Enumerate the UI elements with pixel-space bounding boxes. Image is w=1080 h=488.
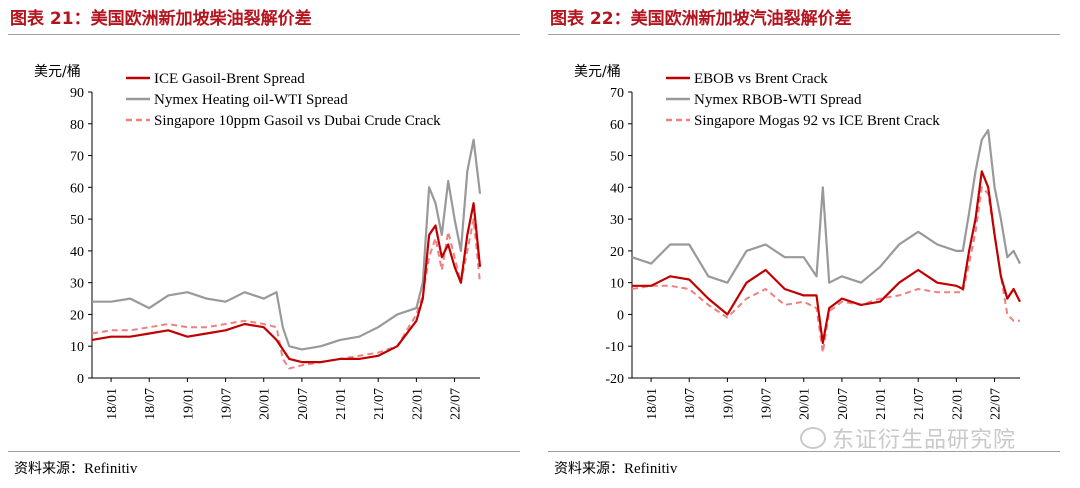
y-tick-label: -10 xyxy=(605,340,624,355)
x-tick-label: 19/01 xyxy=(721,388,736,420)
diesel-crack-chart: 0 10 20 30 40 50 60 70 80 90 美元/桶 18/01 18/07 19/01 19… xyxy=(34,64,482,420)
series-line-1 xyxy=(92,138,482,351)
y-tick-label: 90 xyxy=(70,86,84,101)
y-tick-label: 60 xyxy=(610,118,624,133)
source-value: Refinitiv xyxy=(624,461,678,477)
x-tick-label: 22/01 xyxy=(410,388,425,420)
x-tick-label: 20/01 xyxy=(258,388,273,420)
legend-label: Singapore Mogas 92 vs ICE Brent Crack xyxy=(694,113,940,129)
legend-label: Singapore 10ppm Gasoil vs Dubai Crude Cr… xyxy=(154,113,441,129)
chart-panel-diesel: 图表 21：美国欧洲新加坡柴油裂解价差 0 10 20 30 40 50 60 70 80 90 美… xyxy=(8,9,520,478)
chart-title: 图表 21：美国欧洲新加坡柴油裂解价差 xyxy=(10,9,312,29)
y-tick-label: 70 xyxy=(70,150,84,165)
title-rule xyxy=(548,34,1060,35)
chart-panel-gasoline: 图表 22：美国欧洲新加坡汽油裂解价差 -20 -10 0 10 20 30 40 50 60 7… xyxy=(540,0,1080,488)
x-tick-label: 19/07 xyxy=(760,388,775,420)
x-tick-label: 18/01 xyxy=(105,388,120,420)
x-tick-label: 21/01 xyxy=(874,388,889,420)
source-label: 资料来源： xyxy=(14,461,84,477)
series-line-2 xyxy=(91,218,481,370)
x-tick-label: 18/01 xyxy=(645,388,660,420)
watermark: 东证衍生品研究院 xyxy=(800,422,1016,454)
y-tick-label: 20 xyxy=(610,245,624,260)
y-tick-label: 70 xyxy=(610,86,624,101)
legend-label: EBOB vs Brent Crack xyxy=(694,71,828,87)
source-label: 资料来源： xyxy=(554,461,624,477)
x-tick-label: 20/07 xyxy=(836,388,851,420)
y-tick-label: 30 xyxy=(610,213,624,228)
legend-label: Nymex RBOB-WTI Spread xyxy=(694,92,862,108)
x-tick-label: 21/07 xyxy=(912,388,927,420)
watermark-text: 东证衍生品研究院 xyxy=(832,428,1017,453)
y-tick-label: 40 xyxy=(70,245,84,260)
x-tick-label: 20/01 xyxy=(798,388,813,420)
title-rule xyxy=(8,34,520,35)
source-value: Refinitiv xyxy=(84,461,138,477)
source-note: 资料来源：Refinitiv xyxy=(14,458,137,478)
y-tick-label: 10 xyxy=(610,277,624,292)
chart-title: 图表 22：美国欧洲新加坡汽油裂解价差 xyxy=(550,9,852,29)
series-line-0 xyxy=(91,202,482,364)
series-line-0 xyxy=(632,170,1021,345)
series-line-1 xyxy=(631,128,1021,284)
y-axis-unit-label: 美元/桶 xyxy=(574,64,621,80)
y-tick-label: 80 xyxy=(70,118,84,133)
y-tick-label: 0 xyxy=(617,308,624,323)
y-axis-unit-label: 美元/桶 xyxy=(34,64,81,80)
y-tick-label: 10 xyxy=(70,340,84,355)
y-tick-label: 0 xyxy=(77,372,84,387)
y-tick-label: -20 xyxy=(605,372,624,387)
source-note: 资料来源：Refinitiv xyxy=(554,458,677,478)
y-tick-label: 50 xyxy=(70,213,84,228)
x-tick-label: 19/07 xyxy=(220,388,235,420)
x-tick-label: 22/07 xyxy=(449,388,464,420)
x-tick-label: 22/07 xyxy=(989,388,1004,420)
y-tick-label: 60 xyxy=(70,181,84,196)
y-tick-label: 40 xyxy=(610,181,624,196)
x-tick-label: 18/07 xyxy=(143,388,158,420)
source-rule xyxy=(8,451,520,452)
x-tick-label: 22/01 xyxy=(950,388,965,420)
x-tick-label: 18/07 xyxy=(683,388,698,420)
gasoline-crack-chart: -20 -10 0 10 20 30 40 50 60 70 美元/桶 18/01 18/07 19/01… xyxy=(574,64,1021,420)
y-tick-label: 20 xyxy=(70,308,84,323)
y-tick-label: 30 xyxy=(70,277,84,292)
y-tick-label: 50 xyxy=(610,150,624,165)
x-tick-label: 20/07 xyxy=(296,388,311,420)
x-tick-label: 19/01 xyxy=(181,388,196,420)
legend-label: ICE Gasoil-Brent Spread xyxy=(154,71,305,87)
source-rule xyxy=(548,451,1060,452)
legend-label: Nymex Heating oil-WTI Spread xyxy=(154,92,348,108)
wechat-icon xyxy=(800,427,826,449)
x-tick-label: 21/01 xyxy=(334,388,349,420)
x-tick-label: 21/07 xyxy=(372,388,387,420)
